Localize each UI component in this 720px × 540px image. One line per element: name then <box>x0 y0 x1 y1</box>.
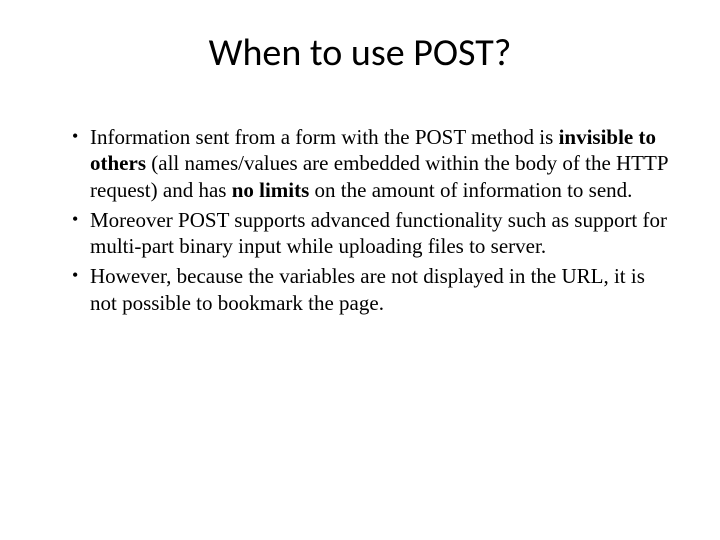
slide-title: When to use POST? <box>48 30 672 76</box>
bullet-list: Information sent from a form with the PO… <box>48 124 672 316</box>
bullet-text-segment: However, because the variables are not d… <box>90 264 645 314</box>
bullet-text-segment: no limits <box>232 178 310 202</box>
slide: When to use POST? Information sent from … <box>0 0 720 540</box>
bullet-text-segment: Moreover POST supports advanced function… <box>90 208 667 258</box>
bullet-item: However, because the variables are not d… <box>72 263 672 316</box>
bullet-item: Moreover POST supports advanced function… <box>72 207 672 260</box>
bullet-text-segment: on the amount of information to send. <box>309 178 632 202</box>
bullet-text-segment: Information sent from a form with the PO… <box>90 125 559 149</box>
bullet-item: Information sent from a form with the PO… <box>72 124 672 203</box>
